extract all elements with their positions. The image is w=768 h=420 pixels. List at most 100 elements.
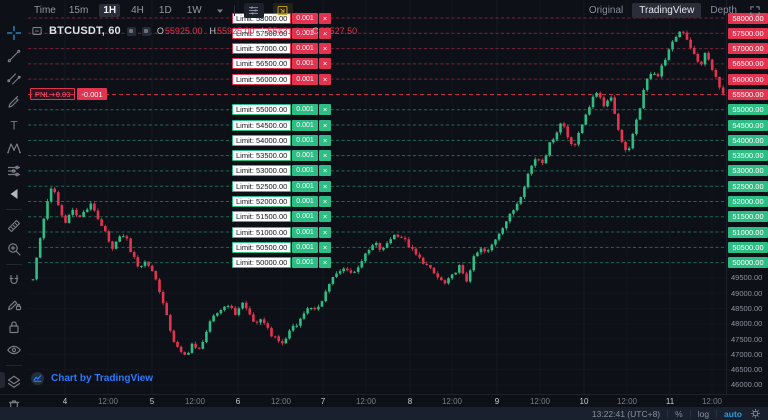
zoom-in-icon[interactable] <box>6 240 23 257</box>
limit-order-quantity[interactable]: 0.001 <box>292 104 318 116</box>
auto-scale-button[interactable]: auto <box>724 408 742 419</box>
cancel-order-icon[interactable]: × <box>318 43 332 55</box>
candle-settings-icon[interactable] <box>243 3 264 18</box>
limit-order-quantity[interactable]: 0.001 <box>292 180 318 192</box>
interval-1h[interactable]: 1H <box>99 4 121 17</box>
limit-order-quantity[interactable]: 0.001 <box>292 43 318 55</box>
tab-tradingview[interactable]: TradingView <box>632 3 702 18</box>
price-axis-tick: 48000.00 <box>731 319 763 329</box>
interval-1w[interactable]: 1W <box>186 5 202 16</box>
watermark-collapse-handle[interactable] <box>0 372 5 388</box>
limit-order-quantity[interactable]: 0.001 <box>292 211 318 223</box>
cancel-order-icon[interactable]: × <box>318 195 332 207</box>
limit-order-price-label[interactable]: Limit: 56500.00 <box>232 58 292 70</box>
tab-depth[interactable]: Depth <box>710 5 737 16</box>
cancel-order-icon[interactable]: × <box>318 241 332 253</box>
limit-order-quantity[interactable]: 0.001 <box>292 241 318 253</box>
price-axis-order-label: 57000.00 <box>728 43 768 55</box>
chart-toolbar: Time 15m 1H 4H 1D 1W <box>34 0 293 21</box>
limit-order-price-label[interactable]: Limit: 53500.00 <box>232 150 292 162</box>
limit-order-quantity[interactable]: 0.001 <box>292 257 318 269</box>
cancel-order-icon[interactable]: × <box>318 211 332 223</box>
forecast-icon[interactable] <box>6 162 23 179</box>
magnet-icon[interactable] <box>6 272 23 289</box>
pnl-position-label[interactable]: PNL +0.03 -0.001 <box>30 88 107 101</box>
limit-order-price-label[interactable]: Limit: 51000.00 <box>232 226 292 238</box>
percent-scale-button[interactable]: % <box>675 408 683 419</box>
limit-order-quantity[interactable]: 0.001 <box>292 12 318 24</box>
limit-order-row: Limit: 57500.00 0.001 × <box>232 27 332 39</box>
price-axis-tick: 47500.00 <box>731 334 763 344</box>
limit-order-price-label[interactable]: Limit: 57500.00 <box>232 27 292 39</box>
price-axis[interactable]: 58000.00 57500.00 57000.00 56500.00 56000.00… <box>726 0 768 394</box>
limit-order-quantity[interactable]: 0.001 <box>292 150 318 162</box>
limit-order-quantity[interactable]: 0.001 <box>292 27 318 39</box>
tab-original[interactable]: Original <box>588 5 624 16</box>
limit-order-price-label[interactable]: Limit: 52500.00 <box>232 180 292 192</box>
cancel-order-icon[interactable]: × <box>318 73 332 85</box>
layers-icon[interactable] <box>6 373 23 390</box>
cancel-order-icon[interactable]: × <box>318 27 332 39</box>
arrow-left-icon[interactable] <box>6 185 23 202</box>
cancel-order-icon[interactable]: × <box>318 226 332 238</box>
limit-order-price-label[interactable]: Limit: 50500.00 <box>232 241 292 253</box>
limit-order-quantity[interactable]: 0.001 <box>292 195 318 207</box>
limit-order-price-label[interactable]: Limit: 52000.00 <box>232 195 292 207</box>
symbol-legend: BTCUSDT, 60 O55925.00 H55925.00 L55431.0… <box>31 25 357 37</box>
limit-order-price-label[interactable]: Limit: 57000.00 <box>232 43 292 55</box>
limit-order-quantity[interactable]: 0.001 <box>292 73 318 85</box>
limit-order-price-label[interactable]: Limit: 54500.00 <box>232 119 292 131</box>
toolbar-group-divider <box>6 365 22 366</box>
symbol-title[interactable]: BTCUSDT, 60 <box>49 25 121 37</box>
limit-order-price-label[interactable]: Limit: 51500.00 <box>232 211 292 223</box>
text-icon[interactable]: T <box>6 116 23 133</box>
log-scale-button[interactable]: log <box>697 408 710 419</box>
interval-4h[interactable]: 4H <box>131 5 144 16</box>
legend-mini-icon-right[interactable] <box>141 26 151 36</box>
limit-order-quantity[interactable]: 0.001 <box>292 119 318 131</box>
trend-line-icon[interactable] <box>6 47 23 64</box>
limit-order-quantity[interactable]: 0.001 <box>292 134 318 146</box>
cancel-order-icon[interactable]: × <box>318 134 332 146</box>
time-axis-tick: 12:00 <box>97 397 119 406</box>
limit-order-quantity[interactable]: 0.001 <box>292 58 318 70</box>
cancel-order-icon[interactable]: × <box>318 165 332 177</box>
price-axis-order-label: 51000.00 <box>728 226 768 238</box>
xabcd-pattern-icon[interactable] <box>6 139 23 156</box>
cancel-order-icon[interactable]: × <box>318 180 332 192</box>
cancel-order-icon[interactable]: × <box>318 12 332 24</box>
crosshair-icon[interactable] <box>6 24 23 41</box>
cancel-order-icon[interactable]: × <box>318 119 332 131</box>
time-axis-tick: 12:00 <box>184 397 206 406</box>
fullscreen-icon[interactable] <box>746 2 763 19</box>
gear-icon[interactable] <box>749 408 761 420</box>
legend-collapse-icon[interactable] <box>31 25 43 37</box>
panel-gold-icon[interactable] <box>272 3 293 18</box>
parallel-channel-icon[interactable] <box>6 70 23 87</box>
drawing-mode-icon[interactable] <box>6 295 23 312</box>
limit-order-quantity[interactable]: 0.001 <box>292 165 318 177</box>
candlestick-chart[interactable] <box>0 0 768 394</box>
limit-order-price-label[interactable]: Limit: 53000.00 <box>232 165 292 177</box>
limit-order-quantity[interactable]: 0.001 <box>292 226 318 238</box>
cancel-order-icon[interactable]: × <box>318 104 332 116</box>
cancel-order-icon[interactable]: × <box>318 58 332 70</box>
limit-order-price-label[interactable]: Limit: 55000.00 <box>232 104 292 116</box>
time-axis[interactable]: 4 12:00 5 12:00 6 12:00 7 12:00 8 12:00 9 12:00 10 12… <box>0 394 768 407</box>
tradingview-attribution[interactable]: Chart by TradingView <box>30 371 153 386</box>
interval-15m[interactable]: 15m <box>68 5 89 16</box>
limit-order-price-label[interactable]: Limit: 54000.00 <box>232 134 292 146</box>
interval-1d[interactable]: 1D <box>158 5 172 16</box>
price-axis-tick: 48500.00 <box>731 304 763 313</box>
lock-icon[interactable] <box>6 318 23 335</box>
eye-icon[interactable] <box>6 341 23 358</box>
open-value: 55925.00 <box>164 26 203 36</box>
limit-order-price-label[interactable]: Limit: 50000.00 <box>232 257 292 269</box>
limit-order-price-label[interactable]: Limit: 56000.00 <box>232 73 292 85</box>
cancel-order-icon[interactable]: × <box>318 150 332 162</box>
cancel-order-icon[interactable]: × <box>318 257 332 269</box>
caret-down-icon[interactable] <box>215 2 225 19</box>
legend-mini-icon-left[interactable] <box>126 26 136 36</box>
brush-icon[interactable] <box>6 93 23 110</box>
ruler-icon[interactable] <box>6 217 23 234</box>
